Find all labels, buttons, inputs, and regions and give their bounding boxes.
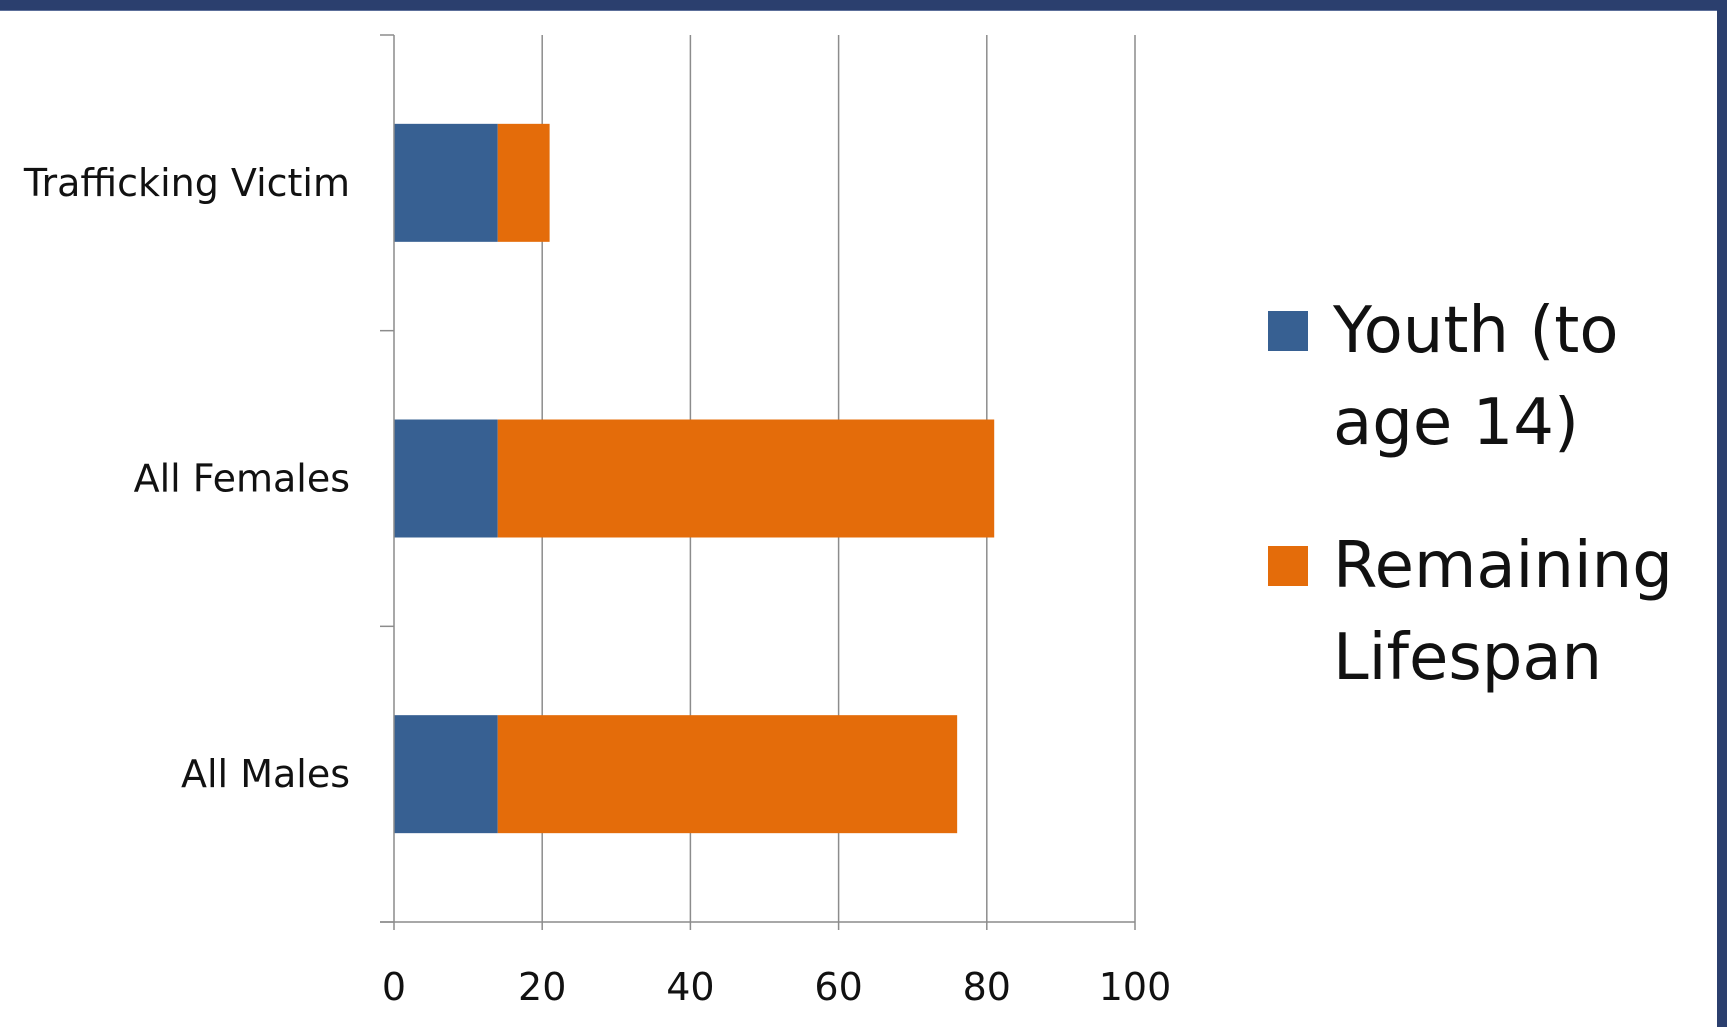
legend-swatch-series-1 [1268,311,1308,351]
category-label: All Males [181,752,350,796]
x-tick-label: 0 [382,965,406,1009]
legend: Youth (to age 14) Remaining Lifespan [1268,294,1673,695]
legend-swatch-series-2 [1268,546,1308,586]
bar-all-females-series-2 [497,419,995,538]
legend-label-series-2: Remaining [1333,529,1673,603]
legend-label-series-1: age 14) [1333,386,1579,460]
x-tick-label: 40 [666,965,714,1009]
category-label: Trafficking Victim [23,161,350,205]
category-label: All Females [134,457,350,501]
axes [380,34,1136,930]
top-border-band [0,0,1727,11]
bar-trafficking-victim-series-2 [497,123,550,242]
bars [394,123,995,834]
x-tick-label: 60 [814,965,862,1009]
bar-all-females-series-1 [394,419,498,538]
bar-all-males-series-2 [497,715,958,834]
legend-label-series-2: Lifespan [1333,621,1602,695]
x-tick-label: 20 [518,965,566,1009]
bar-all-males-series-1 [394,715,498,834]
bar-trafficking-victim-series-1 [394,123,498,242]
x-tick-label: 100 [1099,965,1172,1009]
x-tick-label: 80 [963,965,1011,1009]
right-border-band [1717,0,1727,1027]
legend-label-series-1: Youth (to [1332,294,1619,368]
labels: 0 20 40 60 80 100 Trafficking Victim All Female… [23,161,1171,1009]
